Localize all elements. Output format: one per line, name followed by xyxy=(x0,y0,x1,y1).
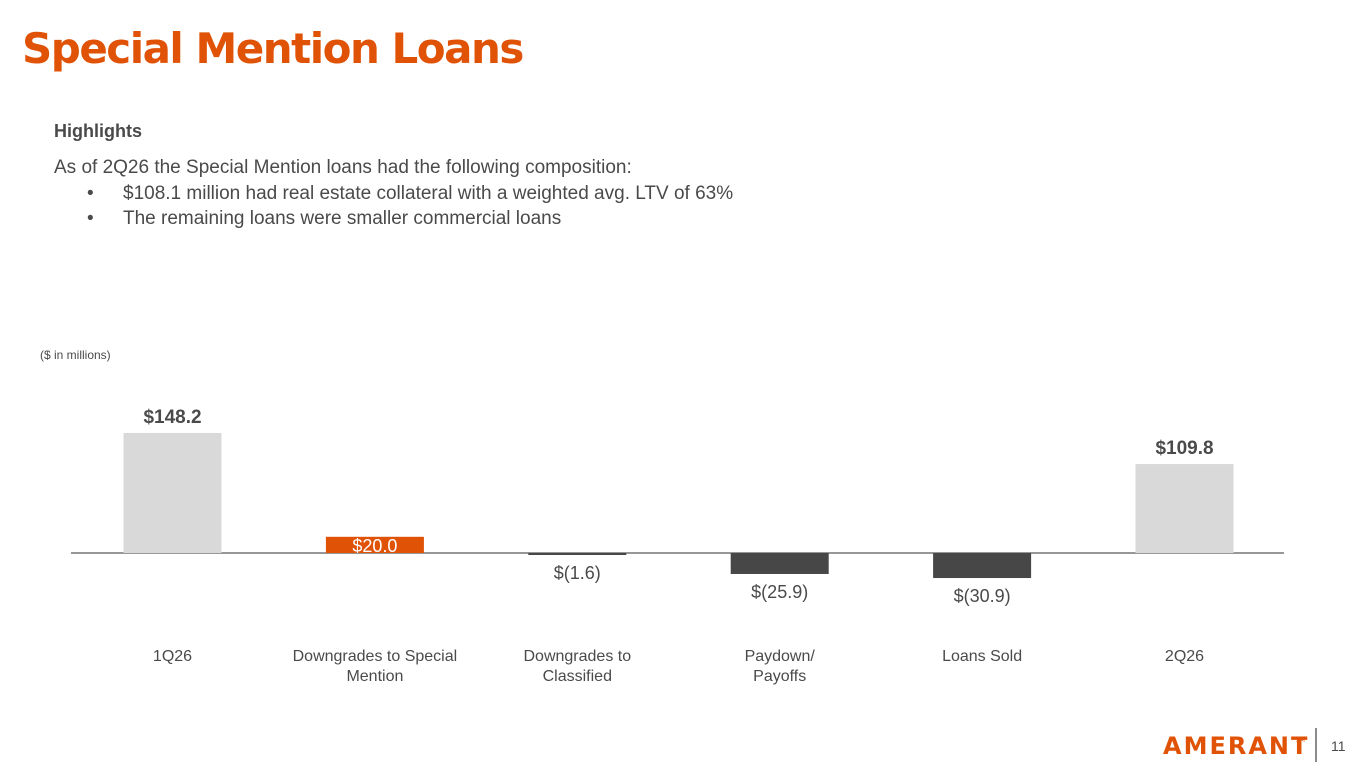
data-label-3: $(1.6) xyxy=(554,563,601,583)
bar-3 xyxy=(528,553,627,555)
page-number: 11 xyxy=(1331,738,1346,754)
bar-1 xyxy=(123,432,222,553)
slide-title: Special Mention Loans xyxy=(22,24,524,73)
category-label-5-line-1: Loans Sold xyxy=(942,648,1022,665)
bar-2 xyxy=(325,536,424,553)
bullet-icon: • xyxy=(87,183,94,204)
category-label-1-line-1: 1Q26 xyxy=(153,648,192,665)
brand-logo: AMERANT SM xyxy=(1163,732,1309,758)
highlights-heading: Highlights xyxy=(54,121,142,141)
data-label-4: $(25.9) xyxy=(751,582,808,602)
highlight-text: The remaining loans were smaller commerc… xyxy=(123,208,562,229)
bullet-icon: • xyxy=(87,208,94,229)
category-label-4-line-1: Paydown/ xyxy=(745,648,816,665)
highlight-text: $108.1 million had real estate collatera… xyxy=(123,183,734,204)
footer-divider xyxy=(1315,728,1317,762)
category-label-3-line-2: Classified xyxy=(543,668,612,685)
category-label-2-line-1: Downgrades to Special xyxy=(293,648,458,665)
bar-4 xyxy=(730,553,829,574)
highlight-item: • The remaining loans were smaller commer… xyxy=(87,206,733,231)
highlights-intro: As of 2Q26 the Special Mention loans had… xyxy=(54,157,632,178)
bar-6 xyxy=(1135,464,1234,553)
brand-sm-mark: SM xyxy=(1296,737,1305,744)
category-label-6-line-1: 2Q26 xyxy=(1165,648,1204,665)
waterfall-chart: $148.2 1Q26 $20.0 Downgrades to Special Ment… xyxy=(71,407,1284,685)
data-label-6: $109.8 xyxy=(1155,438,1213,459)
category-label-3-line-1: Downgrades to xyxy=(523,648,631,665)
data-label-1: $148.2 xyxy=(143,407,201,428)
data-label-5: $(30.9) xyxy=(954,586,1011,606)
highlights-list: • $108.1 million had real estate collater… xyxy=(87,181,733,231)
data-label-2: $20.0 xyxy=(352,536,397,556)
highlight-item: • $108.1 million had real estate collater… xyxy=(87,181,733,206)
bar-5 xyxy=(933,553,1032,579)
units-note: ($ in millions) xyxy=(40,348,111,362)
brand-wordmark: AMERANT xyxy=(1163,732,1309,758)
category-label-4-line-2: Payoffs xyxy=(753,668,806,685)
category-label-2-line-2: Mention xyxy=(346,668,403,685)
